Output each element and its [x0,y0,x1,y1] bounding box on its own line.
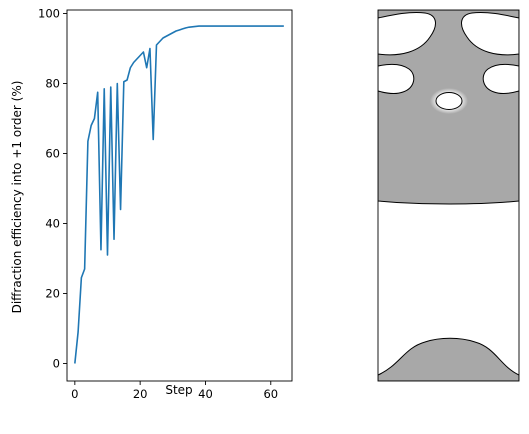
void-top-left [378,12,436,56]
void-top-right [461,12,519,56]
efficiency-line-chart: 0 20 40 60 80 100 0 20 40 60 Step Diffraction ef… [10,7,293,401]
void-mid-right [482,63,519,95]
structure-frame [377,9,520,382]
x-axis-ticks: 0 20 40 60 [71,381,278,401]
x-tick-label: 20 [133,387,148,401]
y-tick-label: 20 [45,287,60,301]
y-axis-ticks: 0 20 40 60 80 100 [38,7,67,371]
y-tick-label: 0 [53,357,60,371]
efficiency-series-line [74,25,284,364]
x-tick-label: 60 [263,387,278,401]
y-axis-label: Diffraction efficiency into +1 order (%) [10,81,24,314]
void-mid-left [378,63,415,95]
x-axis-label: Step [165,383,192,397]
x-tick-label: 40 [198,387,213,401]
void-center [435,92,463,110]
structure-density-map [377,9,520,382]
material-region-bottom [378,337,519,381]
y-tick-label: 80 [45,77,60,91]
x-tick-label: 0 [71,387,78,401]
y-tick-label: 100 [38,7,60,21]
y-tick-label: 60 [45,147,60,161]
y-tick-label: 40 [45,217,60,231]
plot-frame [66,9,293,382]
